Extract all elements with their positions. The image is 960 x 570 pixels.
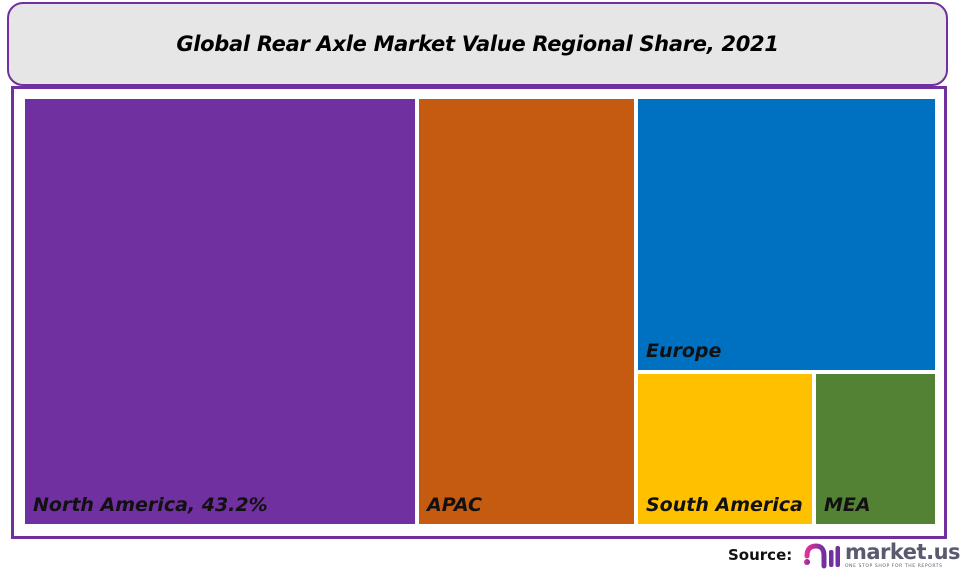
tile-south-america: South America bbox=[638, 374, 812, 524]
source-label: Source: bbox=[728, 546, 793, 564]
tile-label-north-america: North America, 43.2% bbox=[33, 494, 268, 516]
tile-label-europe: Europe bbox=[646, 340, 722, 362]
logo-text: market.us bbox=[845, 540, 960, 564]
logo-tagline: ONE STOP SHOP FOR THE REPORTS bbox=[845, 564, 943, 569]
tile-label-south-america: South America bbox=[646, 494, 803, 516]
tile-north-america: North America, 43.2% bbox=[25, 99, 415, 524]
tile-mea: MEA bbox=[816, 374, 935, 524]
tile-label-apac: APAC bbox=[427, 494, 482, 516]
market-us-logo-icon bbox=[804, 543, 840, 569]
chart-title-box: Global Rear Axle Market Value Regional S… bbox=[7, 2, 948, 86]
chart-title: Global Rear Axle Market Value Regional S… bbox=[176, 32, 779, 56]
tile-apac: APAC bbox=[419, 99, 634, 524]
tile-europe: Europe bbox=[638, 99, 935, 370]
tile-label-mea: MEA bbox=[824, 494, 871, 516]
market-us-logo: market.us ONE STOP SHOP FOR THE REPORTS bbox=[803, 540, 960, 570]
